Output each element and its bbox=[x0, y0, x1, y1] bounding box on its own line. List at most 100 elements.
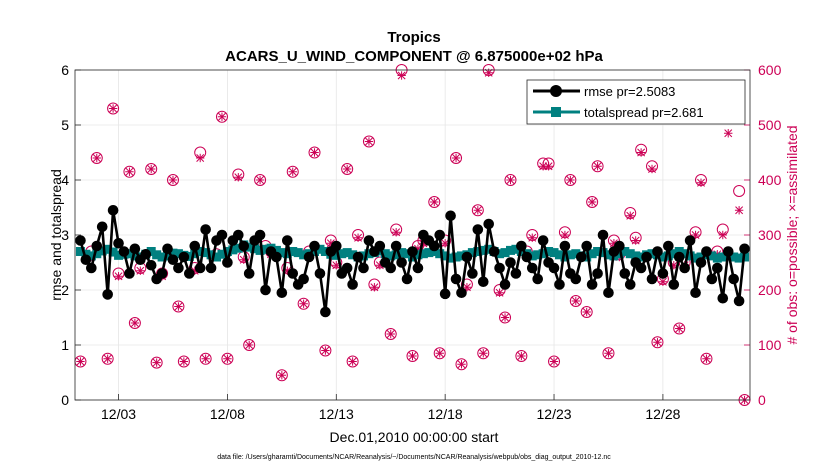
rmse-point bbox=[233, 229, 244, 241]
obs-possible-point bbox=[673, 322, 686, 335]
obs-assimilated-point bbox=[517, 351, 526, 361]
obs-assimilated-point bbox=[593, 162, 602, 171]
totalspread-point bbox=[364, 249, 374, 259]
obs-possible-point bbox=[221, 352, 234, 365]
y2-tick-label: 600 bbox=[758, 62, 782, 78]
obs-possible-point bbox=[145, 163, 158, 175]
y-tick-label: 3 bbox=[61, 227, 69, 243]
rmse-point bbox=[330, 240, 342, 252]
rmse-point bbox=[75, 235, 86, 246]
totalspread-point bbox=[625, 249, 635, 259]
totalspread-point bbox=[729, 252, 739, 262]
rmse-point bbox=[189, 240, 201, 252]
obs-assimilated-stroke bbox=[479, 349, 488, 358]
totalspread-point bbox=[130, 251, 140, 261]
obs-possible-point bbox=[651, 336, 664, 349]
rmse-point bbox=[412, 262, 424, 274]
rmse-point bbox=[80, 254, 92, 266]
rmse-point bbox=[396, 257, 407, 268]
obs-assimilated-stroke bbox=[697, 178, 705, 187]
obs-assimilated-point bbox=[500, 313, 510, 322]
rmse-point bbox=[445, 210, 456, 222]
rmse-point bbox=[467, 268, 478, 279]
obs-possible-point bbox=[428, 196, 441, 208]
totalspread-point bbox=[429, 247, 439, 256]
y-tick-label: 6 bbox=[61, 62, 69, 78]
totalspread-point bbox=[228, 245, 238, 255]
rmse-point bbox=[663, 240, 674, 252]
obs-assimilated-point bbox=[299, 299, 308, 308]
y-tick-label: 0 bbox=[61, 392, 69, 408]
rmse-point bbox=[532, 273, 544, 285]
legend[interactable]: rmse pr=2.5083 totalspread pr=2.681 bbox=[526, 79, 746, 125]
rmse-point bbox=[156, 268, 168, 279]
rmse-point bbox=[510, 268, 522, 279]
rmse-point bbox=[205, 262, 217, 274]
rmse-point bbox=[494, 262, 505, 274]
obs-assimilated-point bbox=[234, 173, 243, 182]
obs-assimilated-stroke bbox=[196, 154, 205, 162]
rmse-point bbox=[320, 306, 331, 318]
obs-assimilated-point bbox=[479, 349, 488, 358]
rmse-point bbox=[222, 257, 233, 268]
rmse-point bbox=[407, 246, 418, 257]
obs-assimilated-stroke bbox=[364, 137, 373, 146]
totalspread-point bbox=[712, 253, 722, 263]
rmse-point bbox=[91, 240, 103, 252]
obs-assimilated-stroke bbox=[702, 354, 711, 363]
rmse-point bbox=[619, 268, 631, 279]
obs-possible-point bbox=[128, 317, 141, 329]
obs-assimilated-stroke bbox=[435, 349, 444, 358]
obs-possible-point bbox=[602, 347, 615, 360]
obs-assimilated-point bbox=[244, 340, 254, 350]
rmse-point bbox=[385, 262, 397, 274]
rmse-point bbox=[456, 287, 467, 299]
obs-assimilated-point bbox=[408, 351, 417, 361]
rmse-point bbox=[450, 273, 462, 285]
totalspread-point bbox=[467, 248, 477, 258]
obs-assimilated-point bbox=[560, 230, 570, 240]
obs-assimilated-stroke bbox=[452, 154, 461, 162]
totalspread-point bbox=[124, 249, 134, 259]
rmse-point bbox=[592, 268, 603, 279]
obs-assimilated-stroke bbox=[609, 239, 618, 248]
rmse-point bbox=[194, 262, 206, 274]
obs-possible-point bbox=[346, 355, 359, 368]
totalspread-point bbox=[593, 247, 603, 256]
totalspread-point bbox=[331, 250, 341, 260]
obs-possible-point bbox=[172, 300, 185, 313]
obs-assimilated-stroke bbox=[223, 354, 232, 363]
obs-assimilated-point bbox=[604, 349, 613, 358]
rmse-point bbox=[657, 268, 669, 279]
obs-assimilated-stroke bbox=[103, 354, 112, 363]
obs-assimilated-stroke bbox=[658, 277, 667, 286]
totalspread-point bbox=[293, 248, 303, 258]
rmse-point bbox=[477, 276, 489, 288]
y2-tick-label: 100 bbox=[758, 337, 782, 353]
obs-assimilated-stroke bbox=[593, 162, 602, 171]
rmse-point bbox=[668, 279, 680, 290]
obs-assimilated-stroke bbox=[321, 346, 330, 355]
obs-assimilated-point bbox=[125, 167, 134, 176]
totalspread-point bbox=[299, 250, 309, 260]
obs-assimilated-stroke bbox=[201, 354, 210, 363]
obs-assimilated-point bbox=[223, 354, 232, 363]
totalspread-point bbox=[146, 247, 156, 256]
obs-possible-point bbox=[362, 135, 375, 148]
rmse-point bbox=[641, 251, 652, 263]
totalspread-point bbox=[337, 249, 347, 259]
rmse-point bbox=[646, 273, 658, 285]
obs-assimilated-point bbox=[675, 324, 684, 333]
totalspread-point bbox=[511, 244, 521, 254]
obs-assimilated-point bbox=[174, 302, 183, 311]
obs-possible-point bbox=[243, 339, 256, 351]
obs-assimilated-stroke bbox=[152, 358, 161, 367]
obs-assimilated-point bbox=[147, 164, 156, 174]
rmse-point bbox=[145, 259, 157, 271]
obs-assimilated-stroke bbox=[288, 167, 297, 176]
obs-assimilated-point bbox=[288, 167, 297, 176]
totalspread-point bbox=[184, 251, 194, 261]
rmse-point bbox=[570, 273, 582, 285]
obs-assimilated-point bbox=[136, 266, 145, 275]
obs-assimilated-stroke bbox=[517, 352, 526, 360]
